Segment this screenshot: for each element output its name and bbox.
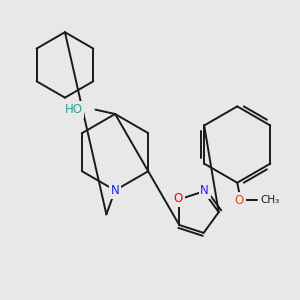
Text: O: O bbox=[173, 192, 183, 205]
Text: CH₃: CH₃ bbox=[260, 195, 280, 205]
Text: N: N bbox=[111, 184, 119, 197]
Text: N: N bbox=[200, 184, 209, 197]
Text: O: O bbox=[235, 194, 244, 207]
Text: HO: HO bbox=[64, 103, 82, 116]
